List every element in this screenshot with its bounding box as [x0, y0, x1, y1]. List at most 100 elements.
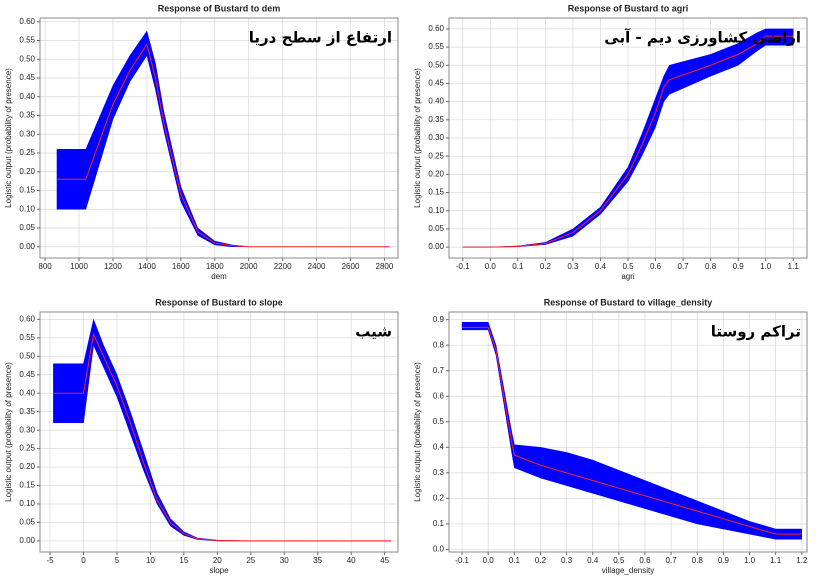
- annotation: اراضی کشاورزی دیم - آبی: [604, 29, 801, 47]
- y-tick-label: 0.55: [19, 333, 35, 342]
- plot-frame: [448, 311, 808, 553]
- y-tick-label: 0.05: [19, 223, 35, 232]
- y-tick-label: 0.50: [19, 54, 35, 63]
- x-tick-label: 1400: [138, 262, 156, 271]
- x-tick-label: 0.2: [540, 262, 552, 271]
- x-axis-label: village_density: [602, 566, 654, 575]
- y-tick-label: 0.40: [19, 92, 35, 101]
- plot-frame: [39, 17, 399, 259]
- x-tick-label: 0.5: [622, 262, 634, 271]
- y-tick-label: 0.0: [433, 545, 445, 554]
- x-axis-label: slope: [209, 566, 229, 575]
- x-tick-label: 1.0: [760, 262, 772, 271]
- y-tick-label: 0.9: [433, 315, 445, 324]
- y-tick-label: 0.25: [19, 148, 35, 157]
- y-axis-label: Logistic output (probability of presence…: [4, 362, 13, 502]
- x-tick-label: 1800: [206, 262, 224, 271]
- annotation: شیب: [355, 323, 392, 341]
- x-tick-label: 0.8: [705, 262, 717, 271]
- y-tick-label: 0.60: [428, 24, 444, 33]
- x-tick-label: 2600: [342, 262, 360, 271]
- x-tick-label: 1200: [104, 262, 122, 271]
- y-tick-label: 0.5: [433, 417, 445, 426]
- x-axis-label: agri: [621, 272, 635, 281]
- y-tick-label: 0.30: [19, 425, 35, 434]
- x-tick-label: 45: [380, 556, 389, 565]
- y-tick-label: 0.35: [19, 407, 35, 416]
- chart-title: Response of Bustard to agri: [568, 3, 689, 13]
- y-tick-label: 0.00: [19, 536, 35, 545]
- y-tick-label: 0.25: [428, 151, 444, 160]
- x-tick-label: 35: [313, 556, 322, 565]
- x-tick-label: 40: [347, 556, 356, 565]
- y-tick-label: 0.35: [428, 115, 444, 124]
- y-tick-label: 0.35: [19, 111, 35, 120]
- y-tick-label: 0.55: [19, 36, 35, 45]
- y-tick-label: 0.45: [19, 370, 35, 379]
- x-tick-label: 15: [179, 556, 188, 565]
- chart-title: Response of Bustard to slope: [155, 297, 283, 307]
- x-tick-label: -5: [46, 556, 54, 565]
- y-tick-label: 0.45: [19, 73, 35, 82]
- y-tick-label: 0.05: [428, 224, 444, 233]
- x-tick-label: 2400: [308, 262, 326, 271]
- confidence-band: [462, 28, 794, 248]
- mean-line: [53, 332, 392, 542]
- mean-line: [462, 35, 794, 248]
- y-axis-label: Logistic output (probability of presence…: [413, 68, 422, 208]
- y-tick-label: 0.45: [428, 79, 444, 88]
- y-tick-label: 0.60: [19, 17, 35, 26]
- plot-frame: [448, 17, 808, 259]
- x-tick-label: 0.9: [733, 262, 745, 271]
- y-tick-label: 0.00: [428, 242, 444, 251]
- y-tick-label: 0.10: [19, 499, 35, 508]
- y-tick-label: 0.55: [428, 42, 444, 51]
- y-tick-label: 0.10: [428, 206, 444, 215]
- y-tick-label: 0.6: [433, 391, 445, 400]
- x-tick-label: 0.8: [692, 556, 704, 565]
- x-tick-label: 0: [81, 556, 86, 565]
- y-tick-label: 0.15: [19, 481, 35, 490]
- x-tick-label: -0.1: [455, 556, 469, 565]
- x-tick-label: 1.1: [770, 556, 782, 565]
- annotation: ارتفاع از سطح دریا: [249, 29, 392, 47]
- x-tick-label: 10: [146, 556, 155, 565]
- plot-frame: [39, 311, 399, 553]
- x-tick-label: 0.1: [512, 262, 524, 271]
- y-tick-label: 0.40: [428, 97, 444, 106]
- y-tick-label: 0.15: [428, 188, 444, 197]
- x-tick-label: 0.4: [587, 556, 599, 565]
- x-axis-label: dem: [211, 272, 227, 281]
- y-tick-label: 0.60: [19, 314, 35, 323]
- x-tick-label: 0.0: [483, 556, 495, 565]
- y-tick-label: 0.05: [19, 518, 35, 527]
- y-tick-label: 0.30: [428, 133, 444, 142]
- x-tick-label: 1.0: [744, 556, 756, 565]
- y-tick-label: 0.1: [433, 519, 445, 528]
- x-tick-label: 1000: [70, 262, 88, 271]
- x-tick-label: 1.2: [796, 556, 808, 565]
- x-tick-label: 0.7: [678, 262, 690, 271]
- x-tick-label: -0.1: [456, 262, 470, 271]
- x-tick-label: 0.5: [613, 556, 625, 565]
- x-tick-label: 0.3: [561, 556, 573, 565]
- x-tick-label: 0.6: [650, 262, 662, 271]
- y-tick-label: 0.50: [19, 351, 35, 360]
- x-tick-label: 0.6: [639, 556, 651, 565]
- chart-title: Response of Bustard to village_density: [544, 297, 713, 307]
- x-tick-label: 2000: [240, 262, 258, 271]
- x-tick-label: 5: [115, 556, 120, 565]
- y-tick-label: 0.4: [433, 442, 445, 451]
- x-tick-label: 0.0: [485, 262, 497, 271]
- y-tick-label: 0.30: [19, 129, 35, 138]
- x-tick-label: 0.2: [535, 556, 547, 565]
- y-tick-label: 0.40: [19, 388, 35, 397]
- x-tick-label: 0.9: [718, 556, 730, 565]
- x-tick-label: 800: [38, 262, 52, 271]
- y-tick-label: 0.00: [19, 242, 35, 251]
- y-tick-label: 0.8: [433, 340, 445, 349]
- mean-line: [56, 43, 390, 248]
- y-tick-label: 0.7: [433, 366, 445, 375]
- y-tick-label: 0.20: [19, 462, 35, 471]
